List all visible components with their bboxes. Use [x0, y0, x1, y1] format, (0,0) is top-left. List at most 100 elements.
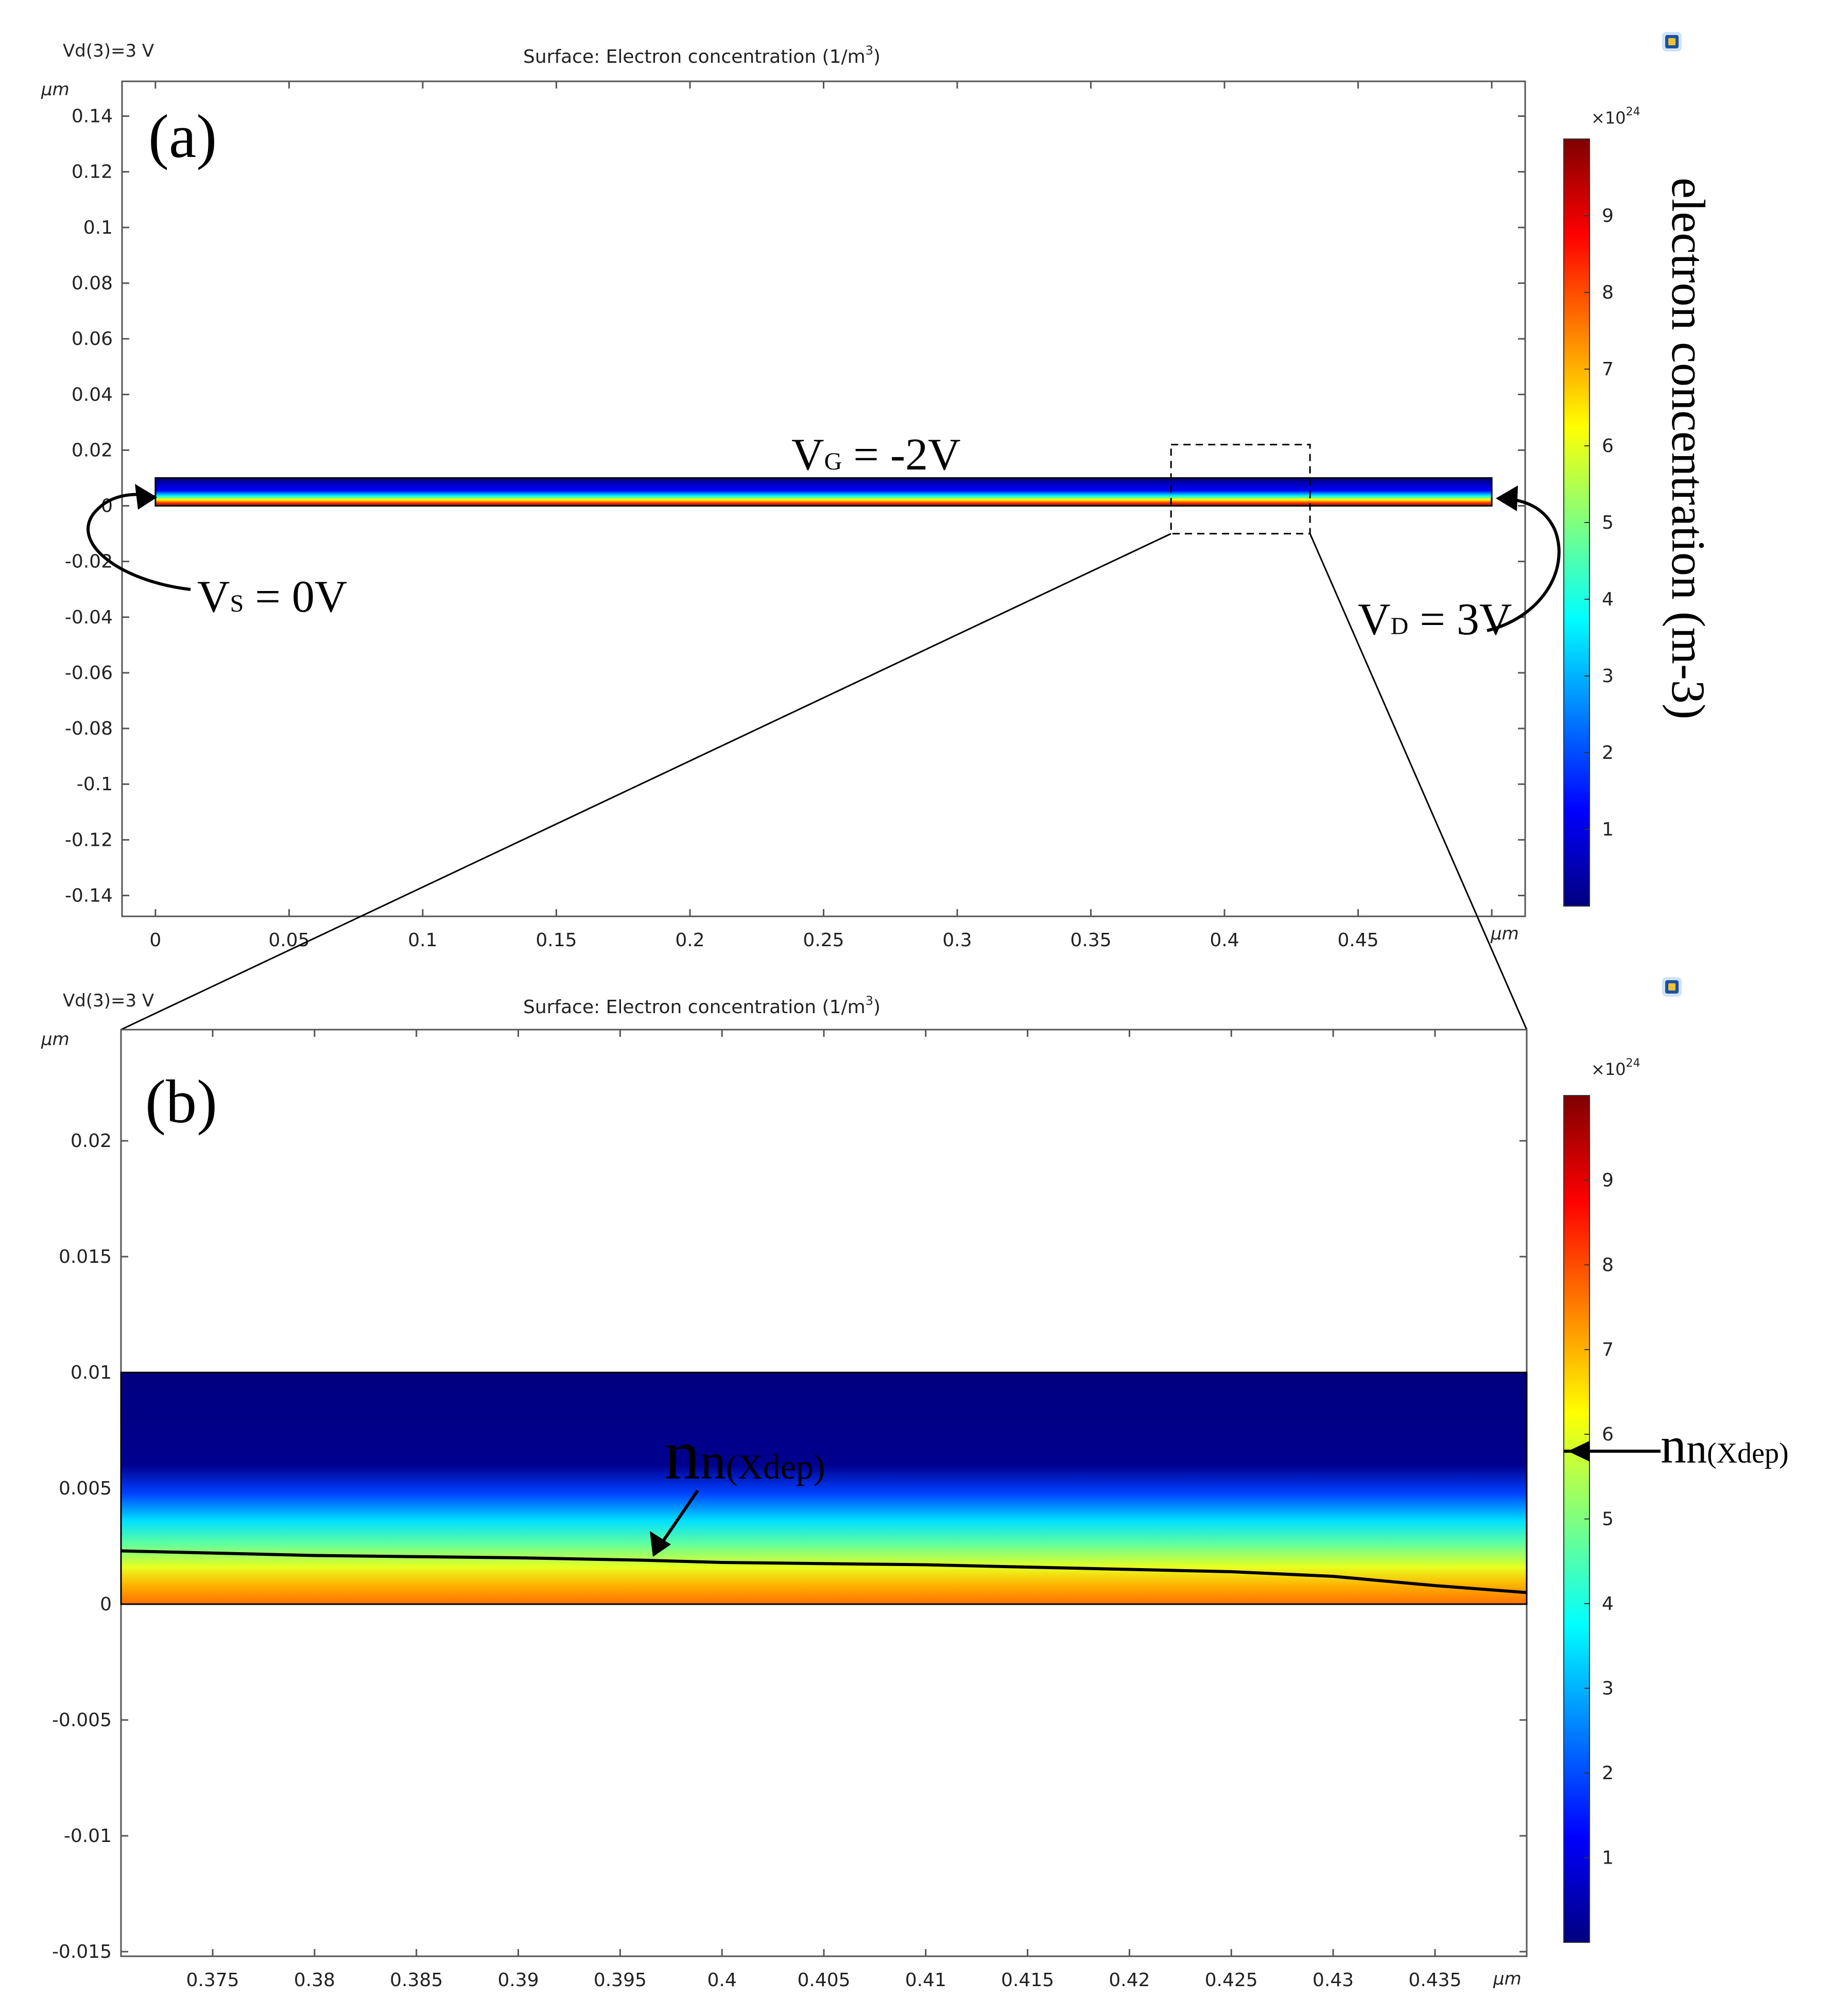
panel-a-xlabel: μm	[1490, 924, 1519, 944]
panel-b-electron-band	[121, 1372, 1527, 1604]
panel-a-y-tick-label: -0.08	[65, 718, 113, 739]
panel-b-app-icon	[1662, 977, 1682, 997]
panel-b-x-tick-label: 0.4	[707, 1970, 737, 1991]
panel-b-colorbar-tick-label: 5	[1602, 1509, 1614, 1530]
panel-b-y-tick-label: -0.005	[52, 1710, 112, 1731]
panel-a-y-tick-label: -0.14	[65, 885, 113, 906]
depletion-contour-line	[120, 1549, 1527, 1594]
panel-a-y-tick-label: -0.1	[77, 774, 113, 795]
panel-a-label: (a)	[148, 102, 217, 170]
panel-a-y-tick-label: 0.12	[72, 162, 113, 183]
panel-a-colorbar-tick-label: 5	[1602, 512, 1614, 533]
panel-a-param-label: Vd(3)=3 V	[63, 41, 154, 61]
panel-a-zoom-box	[1170, 444, 1311, 535]
vs-arrow	[87, 493, 191, 591]
panel-b-x-tick-label: 0.425	[1205, 1970, 1258, 1991]
panel-a-y-tick-label: 0.08	[72, 273, 113, 294]
panel-b-device-outline	[120, 1371, 1528, 1605]
zoom-connector-left	[120, 533, 1171, 1031]
panel-a-colorbar-tick-label: 1	[1602, 819, 1614, 840]
panel-b-x-tick-label: 0.435	[1408, 1970, 1461, 1991]
panel-a-y-tick-label: 0.14	[72, 106, 113, 127]
panel-b-x-tick-label: 0.43	[1312, 1970, 1354, 1991]
panel-a-x-tick-label: 0.2	[675, 930, 704, 951]
panel-a-device-outline	[154, 477, 1493, 507]
panel-b-colorbar-tick-label: 4	[1602, 1593, 1614, 1614]
panel-b-x-tick-label: 0.395	[594, 1970, 647, 1991]
panel-a-y-tick-label: 0.02	[72, 440, 113, 461]
colorbar-marker-arrowhead	[1568, 1440, 1590, 1462]
panel-b-x-tick-label: 0.385	[390, 1970, 443, 1991]
nn-arrow-plot	[657, 1489, 699, 1550]
panel-a-y-tick-label: 0.04	[72, 384, 113, 405]
panel-b-device-region	[120, 1371, 1528, 1605]
panel-b-colorbar-multiplier: ×1024	[1591, 1057, 1640, 1079]
panel-b-colorbar-tick-label: 7	[1602, 1340, 1614, 1361]
panel-a-x-tick-label: 0.25	[803, 930, 844, 951]
panel-a-colorbar-tick-label: 9	[1602, 205, 1614, 227]
panel-b-colorbar-tick-label: 9	[1602, 1170, 1614, 1191]
panel-a-title: Surface: Electron concentration (1/m3)	[523, 43, 880, 67]
vs-annotation: VS = 0V	[197, 572, 347, 622]
zoom-connector-right	[1309, 533, 1528, 1030]
panel-b-y-tick-label: 0.01	[71, 1362, 112, 1383]
panel-a-y-tick-label: 0.06	[72, 328, 113, 350]
panel-a-colorbar-tick-label: 7	[1602, 359, 1614, 380]
panel-a-colorbar: 1 2 3 4 5 6 7 8 9 ×1024 electron concentration (…	[1563, 106, 1715, 907]
vd-annotation: VD = 3V	[1358, 595, 1512, 645]
panel-b-y-tick-label: -0.015	[52, 1941, 112, 1962]
panel-b-y-tick-label: 0.02	[71, 1131, 112, 1152]
panel-b-x-tick-label: 0.405	[797, 1970, 850, 1991]
vg-annotation: VG = -2V	[791, 430, 961, 480]
panel-a-x-tick-label: 0.15	[536, 930, 577, 951]
panel-b-y-tick-label: -0.01	[64, 1826, 112, 1847]
panel-a-colorbar-tick-label: 6	[1602, 436, 1614, 457]
panel-a-x-tick-label: 0	[149, 930, 161, 951]
panel-b-colorbar: 1 2 3 4 5 6 7 8 9 ×1024 nn(Xdep)	[1563, 1057, 1789, 1943]
panel-b: Vd(3)=3 V Surface: Electron concentratio…	[41, 977, 1789, 1991]
panel-b-colorbar-tick-label: 3	[1602, 1678, 1614, 1699]
panel-b-y-tick-label: 0	[100, 1594, 112, 1615]
panel-a-device-region	[154, 477, 1493, 507]
panel-a-x-tick-label: 0.45	[1338, 930, 1379, 951]
panel-a-x-tick-label: 0.35	[1070, 930, 1111, 951]
panel-a-ylabel: μm	[41, 79, 70, 100]
panel-a-y-tick-label: -0.02	[65, 551, 113, 572]
panel-a-app-icon	[1662, 32, 1682, 51]
panel-a-colorbar-tick-label: 2	[1602, 742, 1614, 763]
panel-a-x-tick-label: 0.1	[408, 930, 437, 951]
vs-arrowhead	[135, 484, 157, 510]
panel-a-colorbar-multiplier: ×1024	[1591, 106, 1640, 128]
panel-b-colorbar-tick-label: 6	[1602, 1424, 1614, 1445]
panel-a-y-tick-label: -0.06	[65, 663, 113, 684]
panel-b-ylabel: μm	[41, 1029, 70, 1050]
panel-a-ticks: 0 0.05 0.1 0.15 0.2 0.25 0.3 0.35 0.4 0.45 -0.14 -0…	[65, 81, 1525, 951]
panel-a-x-tick-label: 0.05	[268, 930, 309, 951]
vd-arrowhead	[1496, 485, 1518, 511]
vd-arrow	[1487, 497, 1561, 632]
panel-a-y-tick-label: -0.04	[65, 607, 113, 628]
nn-arrowhead-plot	[650, 1531, 671, 1557]
nn-annotation-colorbar: nn(Xdep)	[1661, 1417, 1789, 1474]
panel-a-electron-band	[155, 478, 1492, 506]
panel-b-x-tick-label: 0.375	[186, 1970, 239, 1991]
panel-b-x-tick-label: 0.41	[905, 1970, 946, 1991]
panel-b-xlabel: μm	[1493, 1969, 1522, 1989]
panel-b-x-tick-label: 0.38	[294, 1970, 335, 1991]
panel-b-x-tick-label: 0.39	[497, 1970, 539, 1991]
panel-b-param-label: Vd(3)=3 V	[63, 990, 154, 1011]
panel-b-label: (b)	[145, 1067, 217, 1136]
panel-a-y-tick-label: -0.12	[65, 829, 113, 850]
panel-a-colorbar-ticks: 1 2 3 4 5 6 7 8 9	[1584, 205, 1614, 840]
panel-b-colorbar-ticks: 1 2 3 4 5 6 7 8 9	[1584, 1170, 1614, 1869]
panel-a: Vd(3)=3 V Surface: Electron concentratio…	[41, 32, 1715, 951]
panel-b-title: Surface: Electron concentration (1/m3)	[523, 994, 880, 1018]
panel-b-colorbar-tick-label: 2	[1602, 1763, 1614, 1784]
panel-a-x-tick-label: 0.4	[1210, 930, 1239, 951]
panel-a-colorbar-title: electron concentration (m-3)	[1662, 178, 1715, 719]
panel-b-colorbar-tick-label: 8	[1602, 1255, 1614, 1276]
panel-b-x-tick-label: 0.415	[1001, 1970, 1054, 1991]
panel-a-colorbar-tick-label: 4	[1602, 589, 1614, 610]
panel-a-y-tick-label: 0.1	[83, 217, 113, 238]
